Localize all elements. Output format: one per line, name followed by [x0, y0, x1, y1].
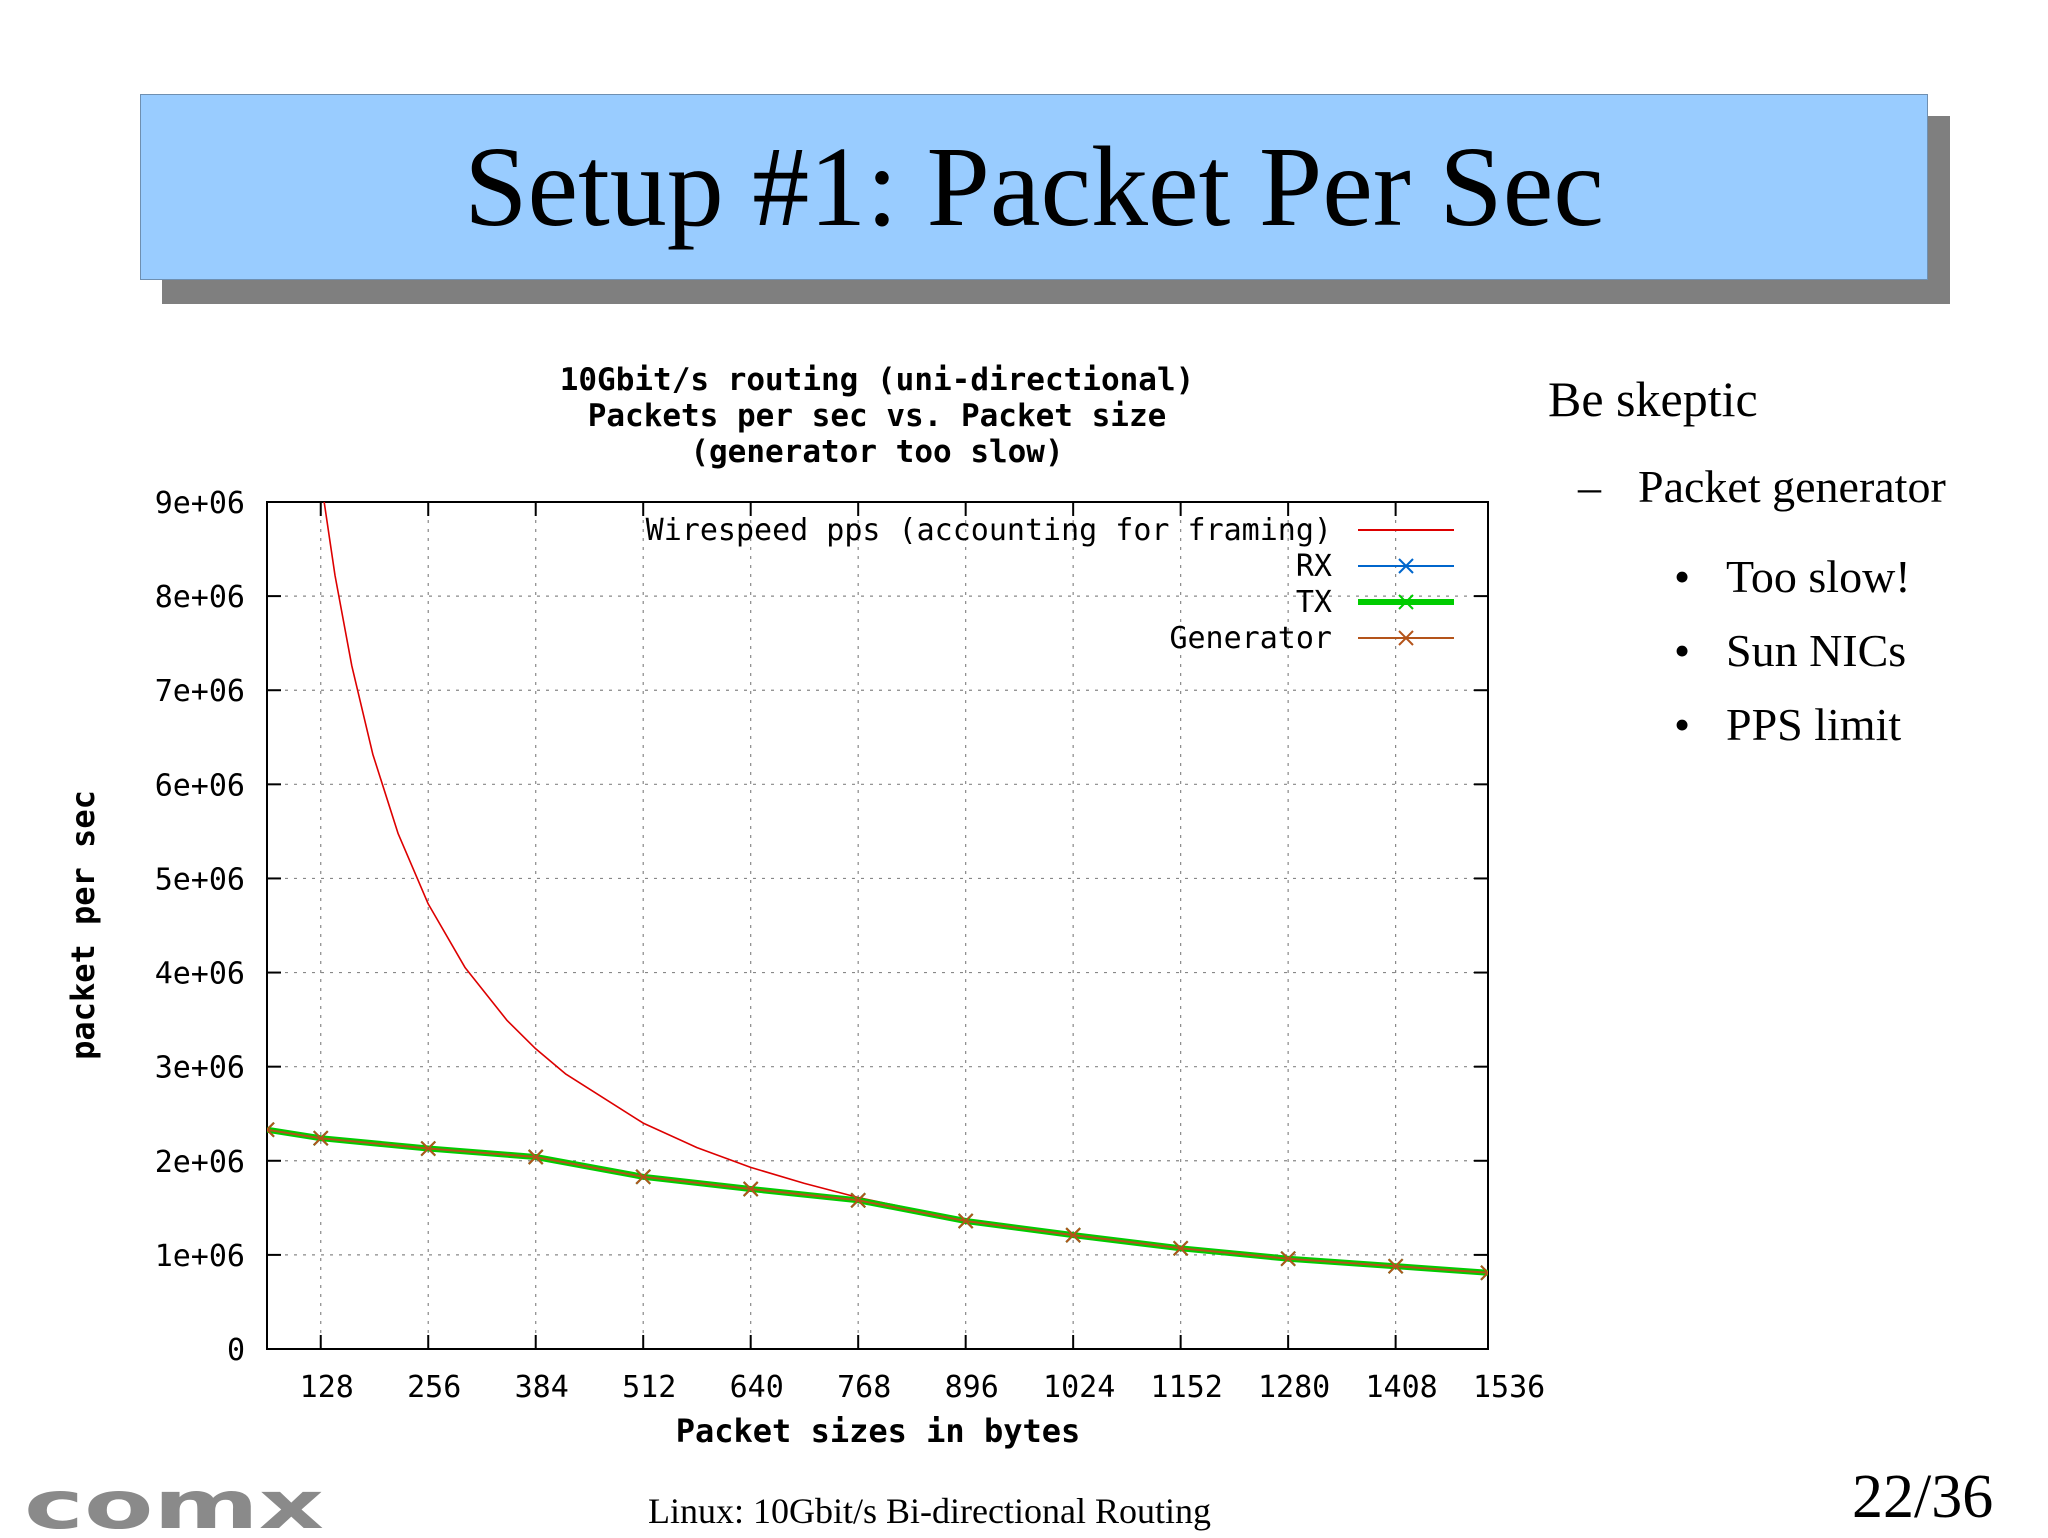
data-point-3 — [528, 1149, 544, 1165]
x-tick-label: 640 — [730, 1370, 784, 1405]
bullet-item: Too slow! — [1726, 551, 1911, 602]
bullet-marker: • — [1674, 625, 1691, 676]
data-point-3 — [1480, 1265, 1488, 1275]
x-tick-label: 896 — [945, 1370, 999, 1405]
chart-title-line: 10Gbit/s routing (uni-directional) — [560, 362, 1195, 398]
data-point-3 — [420, 1140, 436, 1157]
legend-marker — [1398, 558, 1414, 574]
page-number: 22/36 — [1852, 1463, 1994, 1531]
x-axis-label: Packet sizes in bytes — [676, 1412, 1081, 1450]
x-tick-label: 128 — [300, 1370, 354, 1405]
legend-marker — [1398, 594, 1414, 610]
y-tick-label: 0 — [227, 1333, 245, 1368]
logo-text: comx — [24, 1478, 324, 1538]
x-tick-label: 768 — [837, 1370, 891, 1405]
bullet-item: Sun NICs — [1726, 625, 1907, 676]
plot-frame — [266, 501, 1489, 1350]
legend-label: Wirespeed pps (accounting for framing) — [646, 513, 1332, 548]
plot-series-group — [267, 502, 1488, 1281]
y-tick-label: 5e+06 — [155, 862, 245, 897]
bullet-item: PPS limit — [1726, 699, 1902, 750]
chart: 10Gbit/s routing (uni-directional)Packet… — [64, 362, 1546, 1450]
y-tick-label: 7e+06 — [155, 674, 245, 709]
data-point-3 — [267, 1122, 275, 1132]
x-tick-label: 384 — [515, 1370, 569, 1405]
y-tick-label: 9e+06 — [155, 486, 245, 521]
data-point-3 — [742, 1181, 759, 1197]
bullet-heading: Be skeptic — [1548, 371, 1758, 427]
bullet-marker: • — [1674, 551, 1691, 602]
y-axis-label: packet per sec — [64, 790, 102, 1060]
legend-label: TX — [1296, 585, 1332, 620]
data-point-3 — [313, 1130, 329, 1146]
x-tick-label: 1280 — [1258, 1370, 1330, 1405]
dash-marker: – — [1578, 461, 1601, 512]
plot-area — [267, 502, 1488, 1281]
sub-bullet-packet-generator: Packet generator — [1638, 461, 1946, 512]
legend: Wirespeed pps (accounting for framing)RX… — [646, 513, 1454, 656]
chart-title-line: (generator too slow) — [690, 434, 1063, 470]
y-tick-label: 4e+06 — [155, 957, 245, 992]
data-point-3 — [957, 1213, 974, 1229]
legend-label: RX — [1296, 549, 1332, 584]
slide-title: Setup #1: Packet Per Sec — [464, 123, 1604, 250]
grid — [267, 502, 1488, 1349]
y-tick-label: 8e+06 — [155, 580, 245, 615]
x-tick-label: 512 — [622, 1370, 676, 1405]
x-tick-label: 256 — [407, 1370, 461, 1405]
legend-label: Generator — [1169, 621, 1332, 656]
data-point-3 — [1172, 1240, 1189, 1257]
y-tick-label: 3e+06 — [155, 1051, 245, 1086]
axes: 0 1e+06 2e+06 3e+06 4e+06 5e+06 6e+06 7e+06 8e+0… — [155, 486, 1546, 1405]
data-point-3 — [1387, 1258, 1404, 1274]
data-point-3 — [1280, 1250, 1296, 1267]
data-point-3 — [850, 1192, 866, 1209]
chart-title-line: Packets per sec vs. Packet size — [588, 398, 1167, 434]
x-tick-label: 1536 — [1473, 1370, 1545, 1405]
chart-title: 10Gbit/s routing (uni-directional)Packet… — [560, 362, 1195, 470]
title-banner: Setup #1: Packet Per Sec — [140, 94, 1928, 280]
x-tick-label: 1408 — [1366, 1370, 1438, 1405]
footer-text: Linux: 10Gbit/s Bi-directional Routing — [648, 1491, 1211, 1531]
comx-logo: comx — [24, 1478, 324, 1538]
x-tick-label: 1024 — [1043, 1370, 1115, 1405]
legend-marker — [1398, 630, 1414, 646]
x-tick-label: 1152 — [1151, 1370, 1223, 1405]
y-tick-label: 2e+06 — [155, 1145, 245, 1180]
data-point-3 — [1480, 1271, 1488, 1281]
y-tick-label: 6e+06 — [155, 768, 245, 803]
data-point-3 — [635, 1169, 651, 1185]
y-tick-label: 1e+06 — [155, 1239, 245, 1274]
data-point-3 — [1065, 1227, 1081, 1243]
bullet-marker: • — [1674, 699, 1691, 750]
data-point-3 — [267, 1128, 275, 1138]
